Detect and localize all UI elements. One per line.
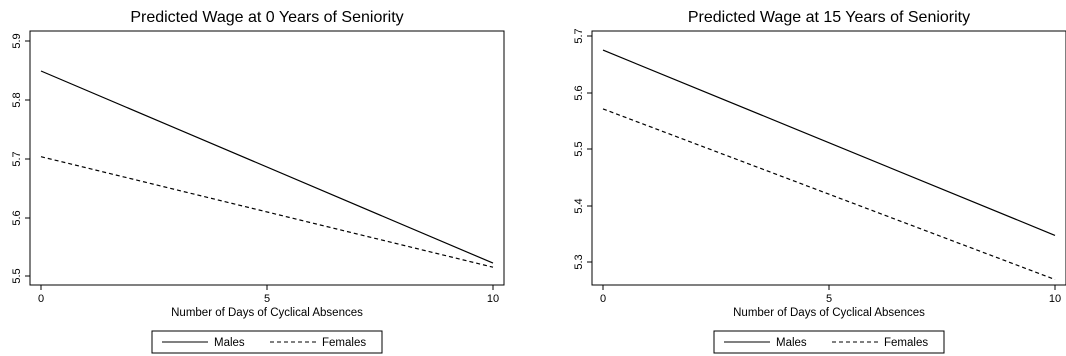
chart-title: Predicted Wage at 0 Years of Seniority <box>130 9 403 26</box>
x-tick-label: 5 <box>826 293 832 305</box>
legend-label-females: Females <box>322 337 366 349</box>
legend: Males Females <box>151 330 383 354</box>
x-axis-label: Number of Days of Cyclical Absences <box>171 307 363 319</box>
y-tick-label: 5.8 <box>11 92 23 107</box>
legend-label-males: Males <box>776 337 807 349</box>
x-tick-label: 10 <box>487 293 499 305</box>
y-tick-label: 5.4 <box>573 198 585 213</box>
series-line-females <box>602 108 1056 281</box>
chart-panel-1: Predicted Wage at 15 Years of Seniority … <box>573 9 1066 354</box>
legend-label-females: Females <box>884 337 928 349</box>
x-tick-label: 10 <box>1049 293 1061 305</box>
y-tick-label: 5.3 <box>573 254 585 269</box>
series-layer <box>602 49 1056 281</box>
plot-frame <box>29 30 505 286</box>
legend: Males Females <box>713 330 945 354</box>
x-tick-label: 0 <box>38 293 44 305</box>
legend-box <box>151 330 383 354</box>
series-line-males <box>602 49 1056 236</box>
y-tick-label: 5.7 <box>11 151 23 166</box>
y-tick-label: 5.6 <box>573 85 585 100</box>
x-axis-label: Number of Days of Cyclical Absences <box>733 307 925 319</box>
y-tick-label: 5.5 <box>573 141 585 156</box>
series-layer <box>40 70 494 268</box>
y-tick-label: 5.6 <box>11 210 23 225</box>
series-line-females <box>40 156 494 268</box>
x-tick-label: 5 <box>264 293 270 305</box>
y-axis: 5.5 5.6 5.7 5.8 5.9 <box>11 33 30 284</box>
y-tick-label: 5.5 <box>11 268 23 283</box>
legend-label-males: Males <box>214 337 245 349</box>
y-axis: 5.3 5.4 5.5 5.6 5.7 <box>573 28 592 270</box>
x-axis: 0 5 10 Number of Days of Cyclical Absenc… <box>600 285 1061 319</box>
legend-box <box>713 330 945 354</box>
chart-title: Predicted Wage at 15 Years of Seniority <box>688 9 970 26</box>
chart-panel-0: Predicted Wage at 0 Years of Seniority 5… <box>11 9 505 354</box>
x-axis: 0 5 10 Number of Days of Cyclical Absenc… <box>38 285 499 319</box>
y-tick-label: 5.7 <box>573 28 585 43</box>
plot-frame <box>591 30 1066 286</box>
y-tick-label: 5.9 <box>11 33 23 48</box>
x-tick-label: 0 <box>600 293 606 305</box>
series-line-males <box>40 70 494 264</box>
